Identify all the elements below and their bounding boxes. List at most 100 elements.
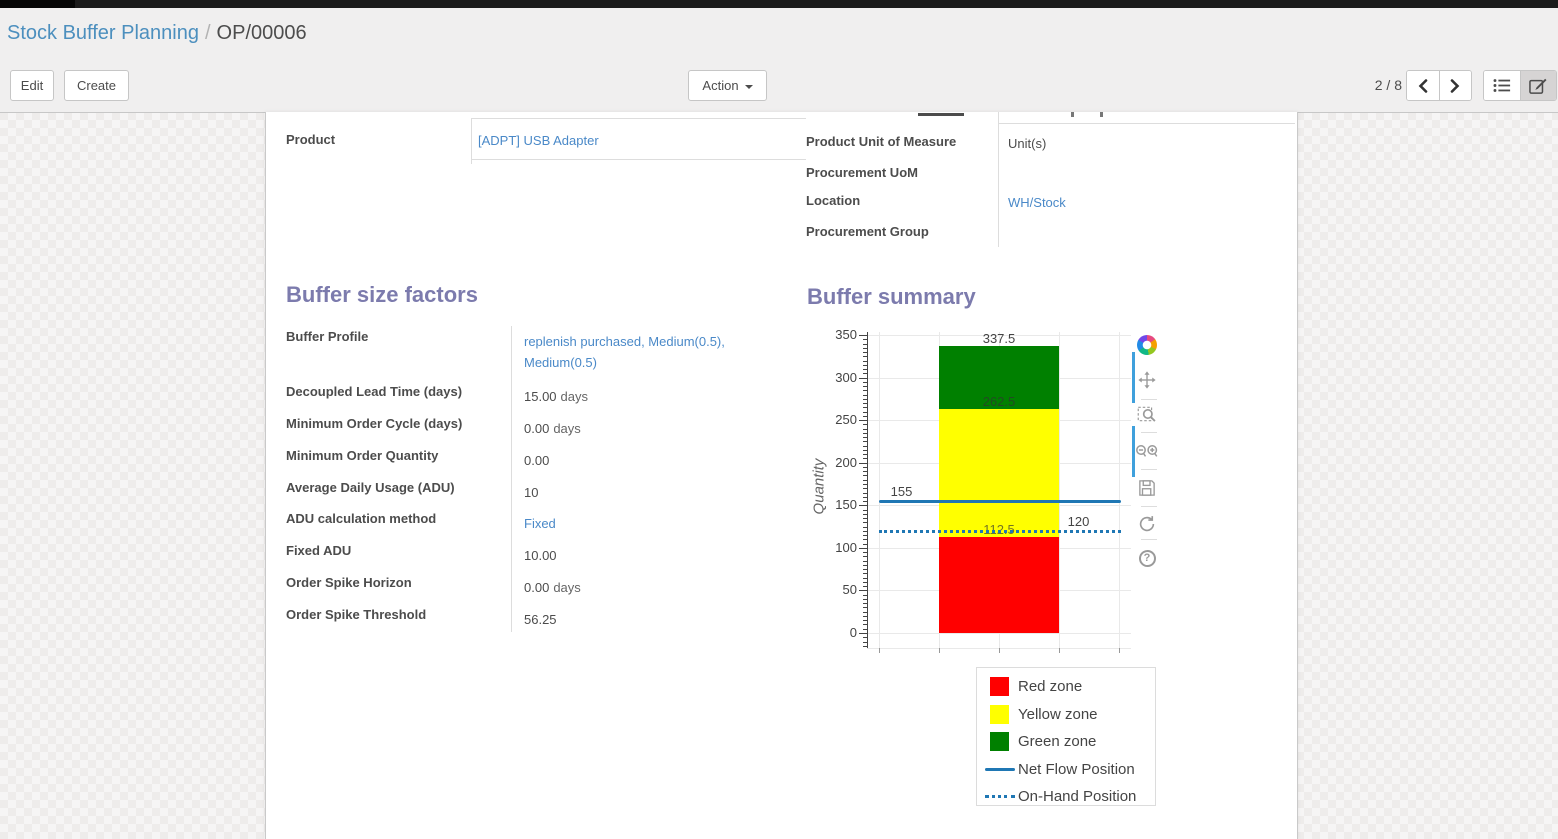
y-minor-tick (863, 526, 867, 528)
pager-next-button[interactable] (1438, 71, 1471, 100)
legend-label: Green zone (1018, 733, 1097, 750)
field-value: 10 (524, 482, 780, 503)
y-minor-tick (863, 428, 867, 430)
y-minor-tick (863, 564, 867, 566)
y-tick-label: 200 (835, 454, 857, 470)
top-menu-active-segment (0, 0, 75, 8)
caret-down-icon (744, 84, 753, 89)
field-value-link[interactable]: [ADPT] USB Adapter (478, 133, 599, 148)
breadcrumb-separator: / (204, 22, 211, 44)
field-value-link[interactable]: replenish purchased, Medium(0.5), Medium… (524, 334, 725, 370)
y-minor-tick (863, 611, 867, 613)
y-minor-tick (863, 411, 867, 413)
legend-item[interactable]: Red zone (980, 676, 1152, 700)
action-dropdown-button[interactable]: Action (688, 70, 767, 101)
list-icon (1493, 79, 1510, 92)
line-value-label: 155 (890, 484, 913, 500)
y-tick-label: 100 (835, 539, 857, 555)
column-separator (998, 112, 999, 247)
net-flow-position-line[interactable] (879, 500, 1121, 504)
y-minor-tick (863, 398, 867, 400)
y-major-tick (859, 420, 867, 422)
plotly-logo-icon (1135, 333, 1159, 357)
y-minor-tick (863, 445, 867, 447)
field-value-text: Unit(s) (1008, 136, 1047, 151)
field-value: 15.00 days (524, 386, 780, 407)
field-value: [ADPT] USB Adapter (478, 133, 793, 148)
y-minor-tick (863, 607, 867, 609)
pager-buttons (1406, 70, 1472, 101)
y-minor-tick (863, 569, 867, 571)
zone-value-label: 112.5 (983, 522, 1015, 538)
field-value: 0.00 (524, 450, 780, 471)
modebar-active-indicator (1132, 426, 1135, 477)
y-tick-label: 150 (835, 497, 857, 513)
cell-underline (471, 159, 806, 160)
x-tick (999, 648, 1000, 653)
breadcrumb: Stock Buffer Planning / OP/00006 (7, 22, 307, 45)
field-value-text: 56.25 (524, 612, 557, 627)
create-button[interactable]: Create (64, 70, 129, 101)
reset-icon[interactable] (1135, 512, 1159, 536)
y-major-tick (859, 462, 867, 464)
column-separator (511, 326, 512, 632)
edit-button[interactable]: Edit (10, 70, 54, 101)
legend-label: Red zone (1018, 678, 1083, 695)
y-minor-tick (863, 407, 867, 409)
zone-green-zone[interactable] (939, 345, 1059, 410)
y-tick-label: 250 (835, 412, 857, 428)
help-icon[interactable]: ? (1135, 546, 1159, 570)
y-tick-label: 350 (835, 326, 857, 342)
form-view-button[interactable] (1519, 71, 1556, 100)
legend-item[interactable]: On-Hand Position (980, 786, 1152, 810)
field-value: 0.00 days (524, 418, 780, 439)
y-minor-tick (863, 432, 867, 434)
field-label: Average Daily Usage (ADU) (286, 480, 455, 495)
on-hand-position-line[interactable] (879, 529, 1121, 533)
control-panel: Stock Buffer Planning / OP/00006 Edit Crea… (0, 8, 1558, 113)
view-switcher (1483, 70, 1557, 101)
zone-red-zone[interactable] (939, 537, 1059, 633)
field-label: Product Unit of Measure (806, 134, 957, 149)
y-minor-tick (863, 637, 867, 639)
field-label: Minimum Order Quantity (286, 448, 439, 463)
pan-icon[interactable] (1135, 368, 1159, 392)
box-zoom-icon[interactable] (1135, 402, 1159, 426)
zone-yellow-zone[interactable] (939, 409, 1059, 538)
y-minor-tick (863, 603, 867, 605)
cell-underline (998, 123, 1295, 124)
y-minor-tick (863, 381, 867, 383)
modebar-separator (1141, 432, 1157, 433)
y-minor-tick (863, 386, 867, 388)
field-value-link[interactable]: Fixed (524, 516, 556, 531)
legend-item[interactable]: Green zone (980, 731, 1152, 755)
y-minor-tick (863, 390, 867, 392)
list-view-button[interactable] (1484, 71, 1520, 100)
breadcrumb-parent-link[interactable]: Stock Buffer Planning (7, 22, 199, 44)
field-value-link[interactable]: WH/Stock (1008, 195, 1066, 210)
legend-item[interactable]: Net Flow Position (980, 759, 1152, 783)
field-value: replenish purchased, Medium(0.5), Medium… (524, 331, 780, 373)
modebar-separator (1141, 506, 1157, 507)
y-minor-tick (863, 449, 867, 451)
field-value-text: 0.00 (524, 453, 550, 468)
y-minor-tick (863, 339, 867, 341)
y-minor-tick (863, 458, 867, 460)
y-minor-tick (863, 454, 867, 456)
pager-previous-button[interactable] (1407, 71, 1439, 100)
y-major-tick (859, 334, 867, 336)
y-minor-tick (863, 598, 867, 600)
y-major-tick (859, 590, 867, 592)
y-minor-tick (863, 573, 867, 575)
legend-item[interactable]: Yellow zone (980, 704, 1152, 728)
zoom-in-out-icon[interactable] (1135, 439, 1159, 463)
y-minor-tick (863, 522, 867, 524)
gridline-vertical (1059, 332, 1060, 648)
field-value-text: 15.00 (524, 389, 557, 404)
y-minor-tick (863, 530, 867, 532)
field-label: Procurement Group (806, 224, 929, 239)
clipped-row-remnant (1071, 112, 1074, 117)
y-minor-tick (863, 535, 867, 537)
save-icon[interactable] (1135, 476, 1159, 500)
breadcrumb-current: OP/00006 (216, 22, 307, 44)
